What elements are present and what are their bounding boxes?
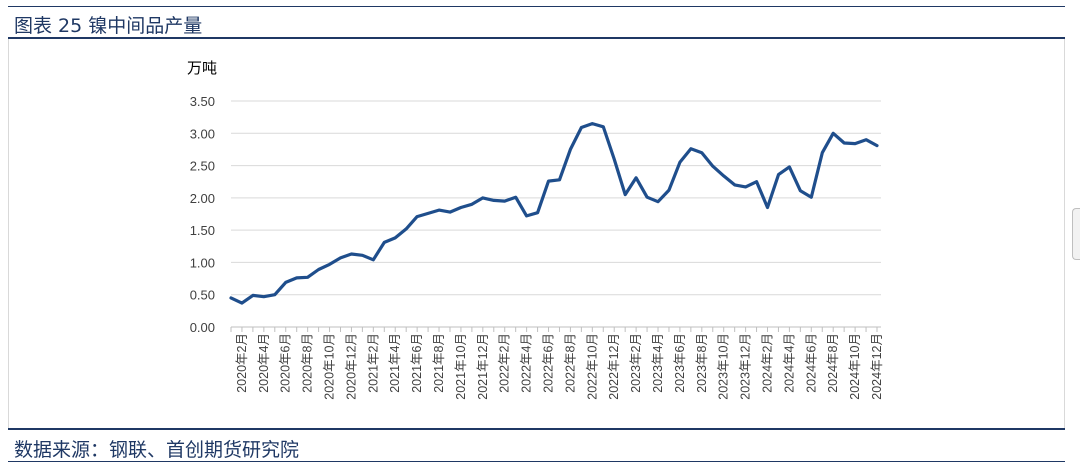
- x-tick-label: 2020年6月: [279, 333, 293, 393]
- y-tick-label: 2.50: [190, 159, 215, 174]
- x-tick-label: 2021年10月: [454, 333, 468, 400]
- chart-area: 0.00 0.50 1.00 1.50 2.00 2.50 3.00 3.50 2020年2月…: [8, 39, 1065, 429]
- y-tick-label: 3.50: [190, 94, 215, 109]
- x-tick-label: 2023年12月: [739, 333, 753, 400]
- x-tick-label: 2020年12月: [344, 333, 358, 400]
- y-tick-label: 2.00: [190, 191, 215, 206]
- source-note: 数据来源：钢联、首创期货研究院: [14, 439, 300, 461]
- x-tick-label: 2024年6月: [804, 333, 818, 393]
- y-tick-label: 3.00: [190, 126, 215, 141]
- x-axis-ticks: 2020年2月 2020年4月 2020年6月 2020年8月 2020年10月 2020…: [235, 333, 884, 400]
- x-tick-label: 2021年12月: [476, 333, 490, 400]
- x-tick-label: 2023年10月: [717, 333, 731, 400]
- source-bar: 数据来源：钢联、首创期货研究院: [8, 428, 1065, 462]
- series-line: [229, 122, 879, 305]
- figure-frame: 图表 25 镍中间品产量 0.00 0.50 1.00 1.50 2.00 2.50 3.0…: [8, 6, 1065, 462]
- x-tick-label: 2021年6月: [410, 333, 424, 393]
- y-tick-label: 0.00: [190, 320, 215, 335]
- x-tick-label: 2020年8月: [301, 333, 315, 393]
- x-tick-label: 2022年8月: [563, 333, 577, 393]
- figure-title: 图表 25 镍中间品产量: [14, 15, 203, 37]
- x-tick-label: 2021年2月: [366, 333, 380, 393]
- x-tick-label: 2022年12月: [607, 333, 621, 400]
- y-tick-label: 0.50: [190, 288, 215, 303]
- y-axis-label: 万吨: [187, 60, 217, 77]
- x-tick-label: 2024年2月: [761, 333, 775, 393]
- x-tick-label: 2022年2月: [498, 333, 512, 393]
- x-tick-label: 2022年10月: [585, 333, 599, 400]
- x-tick-label: 2023年8月: [695, 333, 709, 393]
- x-tick-label: 2020年10月: [323, 333, 337, 400]
- x-tick-label: 2021年4月: [388, 333, 402, 393]
- x-tick-label: 2024年12月: [870, 333, 884, 400]
- x-axis: [230, 326, 881, 332]
- side-collapse-tab[interactable]: [1072, 208, 1080, 260]
- y-tick-label: 1.50: [190, 223, 215, 238]
- series-layer: [229, 122, 879, 305]
- x-tick-label: 2023年6月: [673, 333, 687, 393]
- y-axis-ticks: 0.00 0.50 1.00 1.50 2.00 2.50 3.00 3.50: [190, 94, 215, 335]
- title-bar: 图表 25 镍中间品产量: [8, 6, 1065, 39]
- line-chart: 0.00 0.50 1.00 1.50 2.00 2.50 3.00 3.50 2020年2月…: [187, 60, 884, 400]
- y-tick-label: 1.00: [190, 255, 215, 270]
- x-tick-label: 2020年4月: [257, 333, 271, 393]
- x-tick-label: 2023年4月: [651, 333, 665, 393]
- x-tick-label: 2024年8月: [826, 333, 840, 393]
- x-tick-label: 2023年2月: [629, 333, 643, 393]
- x-tick-label: 2022年4月: [520, 333, 534, 393]
- x-tick-label: 2022年6月: [542, 333, 556, 393]
- gridlines: [231, 100, 881, 296]
- x-tick-label: 2024年4月: [782, 333, 796, 393]
- x-tick-label: 2021年8月: [432, 333, 446, 393]
- x-tick-label: 2020年2月: [235, 333, 249, 393]
- x-tick-label: 2024年10月: [848, 333, 862, 400]
